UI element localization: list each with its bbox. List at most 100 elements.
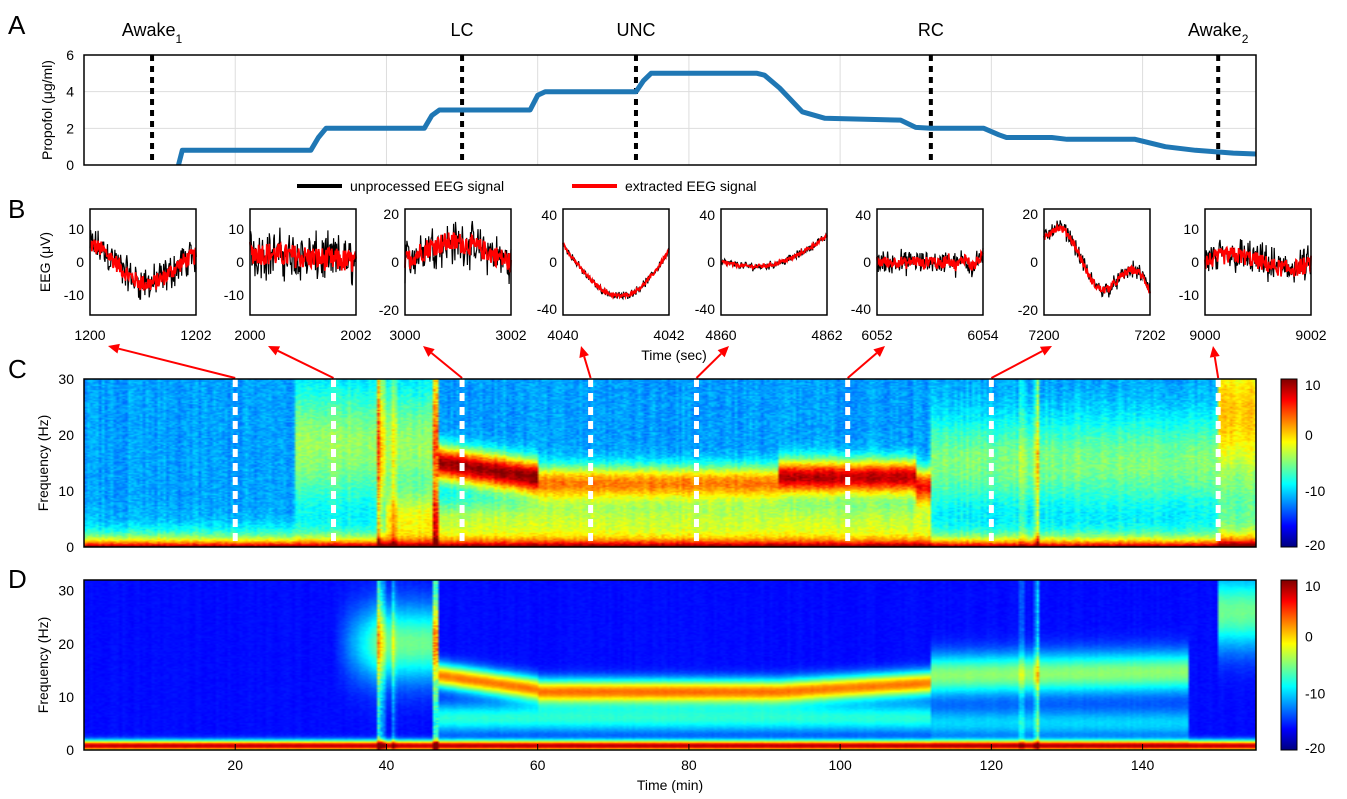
- eeg-inset-y-tick: 40: [855, 207, 871, 223]
- eeg-inset-y-tick: 20: [383, 206, 399, 222]
- eeg-inset-y-tick: 0: [236, 254, 244, 270]
- eeg-inset-frame: [1204, 208, 1312, 316]
- eeg-inset-y-tick: -40: [695, 301, 715, 317]
- eeg-inset-x-start: 4860: [705, 327, 736, 343]
- eeg-inset-y-tick: 10: [228, 221, 244, 237]
- panel-d-x-tick-label: 80: [681, 757, 697, 773]
- panel-arrows: [108, 343, 1220, 379]
- panel-d-x-tick-label: 20: [227, 757, 243, 773]
- colorbar-tick-label: 10: [1305, 578, 1321, 594]
- panel-a-event-markers: Awake1 LC UNC RC Awake2: [122, 20, 1249, 165]
- eeg-inset-y-tick: 20: [1022, 206, 1038, 222]
- eeg-inset-y-tick: 0: [707, 254, 715, 270]
- eeg-inset-x-end: 9002: [1295, 327, 1326, 343]
- colorbar-tick-label: 10: [1305, 377, 1321, 393]
- panel-d-y-tick-label: 0: [66, 742, 74, 758]
- eeg-extracted-trace: [562, 241, 670, 301]
- arrow-head: [108, 343, 120, 354]
- panel-d-x-label: Time (min): [637, 777, 703, 793]
- colorbar-tick-label: -10: [1305, 685, 1325, 701]
- eeg-inset-y-tick: -10: [64, 287, 84, 303]
- arrow-head: [873, 346, 885, 357]
- panel-a-y-tick-label: 4: [66, 84, 74, 100]
- eeg-inset-y-tick: -20: [1018, 302, 1038, 318]
- event-label: Awake1: [122, 20, 183, 46]
- eeg-inset-x-start: 2000: [234, 327, 265, 343]
- panel-a-y-tick-label: 0: [66, 157, 74, 173]
- event-label: RC: [918, 20, 944, 40]
- eeg-inset-y-tick: 0: [1030, 254, 1038, 270]
- colorbar-tick-label: -10: [1305, 483, 1325, 499]
- eeg-unprocessed-trace: [404, 220, 512, 285]
- eeg-extracted-trace: [404, 231, 512, 273]
- eeg-inset-frame: [404, 208, 512, 316]
- panel-b-legend: unprocessed EEG signal extracted EEG sig…: [297, 178, 757, 194]
- event-label: UNC: [616, 20, 655, 40]
- panel-b-x-label: Time (sec): [641, 347, 707, 363]
- panel-d-y-tick-label: 20: [58, 636, 74, 652]
- panel-d-x-tick-label: 120: [980, 757, 1004, 773]
- panel-c-frame: [83, 378, 1257, 548]
- eeg-inset: 10 0 -10 1200 1202: [64, 208, 212, 343]
- panel-d-spectrogram-image: [84, 580, 1256, 750]
- eeg-inset-frame: [89, 208, 197, 316]
- panel-c-y-tick-label: 20: [58, 427, 74, 443]
- eeg-inset-y-tick: 40: [699, 207, 715, 223]
- eeg-inset-x-start: 7200: [1028, 327, 1059, 343]
- eeg-inset-x-end: 1202: [180, 327, 211, 343]
- panel-d-colorbar: [1280, 579, 1298, 751]
- arrow-head: [1209, 346, 1220, 358]
- eeg-inset-y-tick: 0: [863, 254, 871, 270]
- arrow-head: [579, 346, 589, 358]
- colorbar-tick-label: -20: [1305, 537, 1325, 553]
- eeg-inset-frame: [1043, 208, 1151, 316]
- panel-a-frame: [83, 54, 1257, 166]
- arrow-line: [1213, 356, 1220, 379]
- eeg-extracted-trace: [876, 249, 984, 272]
- eeg-unprocessed-trace: [249, 227, 357, 286]
- eeg-inset-y-tick: 0: [549, 254, 557, 270]
- eeg-inset: 40 0 -40 4860 4862: [695, 207, 843, 343]
- event-label: Awake2: [1188, 20, 1249, 46]
- eeg-inset-frame: [562, 208, 670, 316]
- eeg-inset: 20 0 -20 7200 7202: [1018, 206, 1166, 343]
- panel-c-y-tick-label: 0: [66, 539, 74, 555]
- panel-a-y-tick-label: 2: [66, 120, 74, 136]
- panel-d-x-tick-label: 140: [1131, 757, 1155, 773]
- propofol-concentration-line: [176, 70, 1257, 166]
- panel-a-y-tick-label: 6: [66, 47, 74, 63]
- panel-d-x-tick-label: 100: [828, 757, 852, 773]
- eeg-extracted-trace: [89, 238, 197, 291]
- eeg-extracted-trace: [1043, 222, 1151, 295]
- eeg-inset: 10 0 -10 2000 2002: [224, 208, 372, 343]
- legend-label-unprocessed: unprocessed EEG signal: [350, 178, 504, 194]
- panel-letter-a: A: [8, 10, 26, 40]
- eeg-inset-y-tick: 10: [1183, 221, 1199, 237]
- eeg-inset-x-end: 7202: [1134, 327, 1165, 343]
- arrow-line: [277, 349, 334, 379]
- eeg-inset-x-start: 3000: [389, 327, 420, 343]
- arrow-line: [990, 350, 1043, 379]
- panel-c-y-label: Frequency (Hz): [35, 415, 51, 511]
- arrow-line: [583, 356, 592, 379]
- event-label-subscript: 2: [1242, 32, 1249, 46]
- eeg-inset-x-start: 4040: [547, 327, 578, 343]
- arrow-head: [268, 346, 281, 356]
- eeg-inset-y-tick: 40: [541, 207, 557, 223]
- eeg-inset-y-tick: 0: [391, 254, 399, 270]
- eeg-extracted-trace: [1204, 245, 1312, 277]
- colorbar-tick-label: -20: [1305, 740, 1325, 756]
- panel-a-propofol-chart: 0 2 4 6 Awake1 LC UNC RC Awake2 Propofol (μg/ml…: [39, 20, 1257, 173]
- panel-d-x-tick-label: 60: [530, 757, 546, 773]
- eeg-inset-y-tick: 10: [68, 221, 84, 237]
- colorbar-tick-label: 0: [1305, 629, 1313, 645]
- eeg-inset-frame: [249, 208, 357, 316]
- colorbar-tick-label: 0: [1305, 427, 1313, 443]
- panel-c-colorbar: [1280, 378, 1298, 548]
- panel-c-time-markers: [232, 379, 1221, 547]
- panel-a-y-ticks: 0 2 4 6: [66, 47, 74, 173]
- arrow-line: [118, 347, 236, 379]
- eeg-extracted-trace: [720, 233, 828, 271]
- eeg-inset-x-end: 2002: [340, 327, 371, 343]
- panel-letter-c: C: [8, 354, 27, 384]
